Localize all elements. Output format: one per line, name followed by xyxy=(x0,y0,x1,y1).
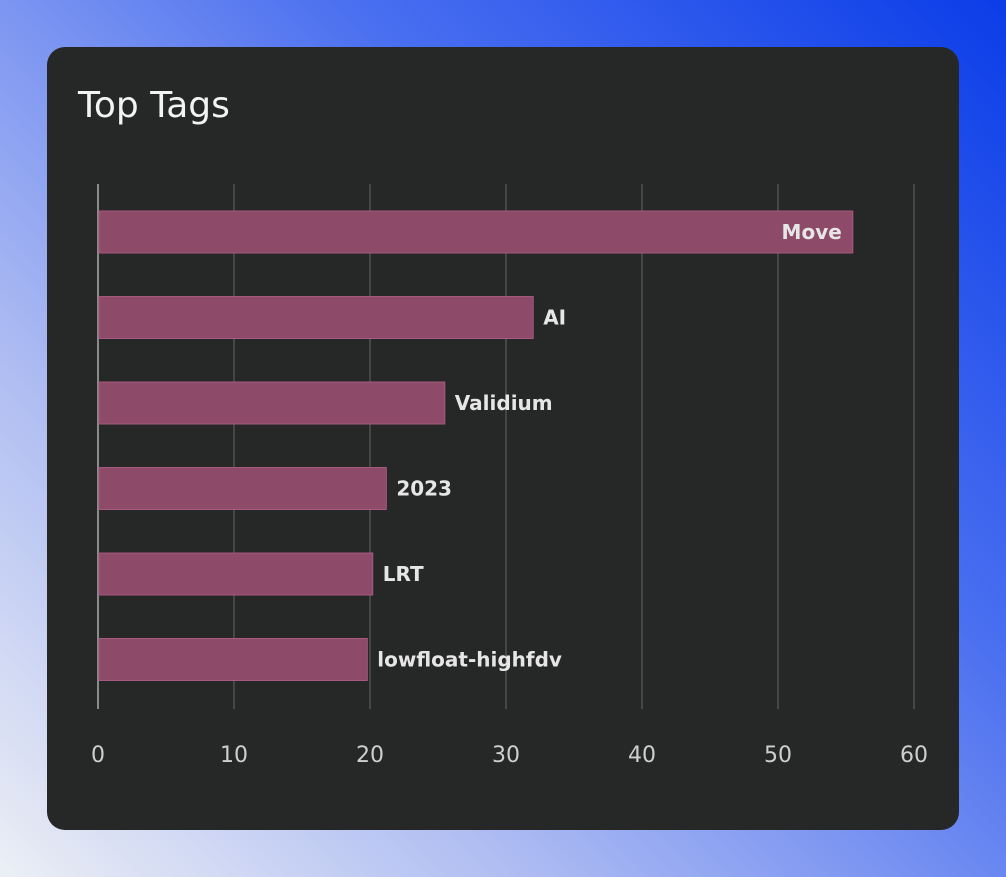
bar-label-2023: 2023 xyxy=(396,477,452,501)
bar-label-lrt: LRT xyxy=(383,562,424,586)
bar-ai[interactable] xyxy=(98,296,534,339)
bar-lrt[interactable] xyxy=(98,552,374,596)
bar-label-move: Move xyxy=(782,220,842,244)
x-tick-label-50: 50 xyxy=(764,743,792,768)
x-tick-label-60: 60 xyxy=(900,743,928,768)
x-tick-label-20: 20 xyxy=(356,743,384,768)
bar-2023[interactable] xyxy=(98,467,387,510)
x-tick-label-10: 10 xyxy=(220,743,248,768)
bar-move[interactable] xyxy=(98,210,854,254)
chart-title: Top Tags xyxy=(78,85,230,126)
bar-label-ai: AI xyxy=(543,306,566,330)
bar-lowfloat-highfdv[interactable] xyxy=(98,638,368,681)
bar-label-lowfloat-highfdv: lowfloat-highfdv xyxy=(377,648,562,672)
x-tick-label-30: 30 xyxy=(492,743,520,768)
top-tags-bar-chart: 0 10 20 30 40 50 60 Move AI Validium 2023 LRT lowflo… xyxy=(91,184,928,768)
bar-label-validium: Validium xyxy=(455,391,553,415)
x-tick-label-40: 40 xyxy=(628,743,656,768)
x-tick-label-0: 0 xyxy=(91,743,105,768)
bar-validium[interactable] xyxy=(98,381,446,425)
chart-card: Top Tags 0 10 20 30 40 50 60 Move AI Validium 2023… xyxy=(47,47,959,830)
